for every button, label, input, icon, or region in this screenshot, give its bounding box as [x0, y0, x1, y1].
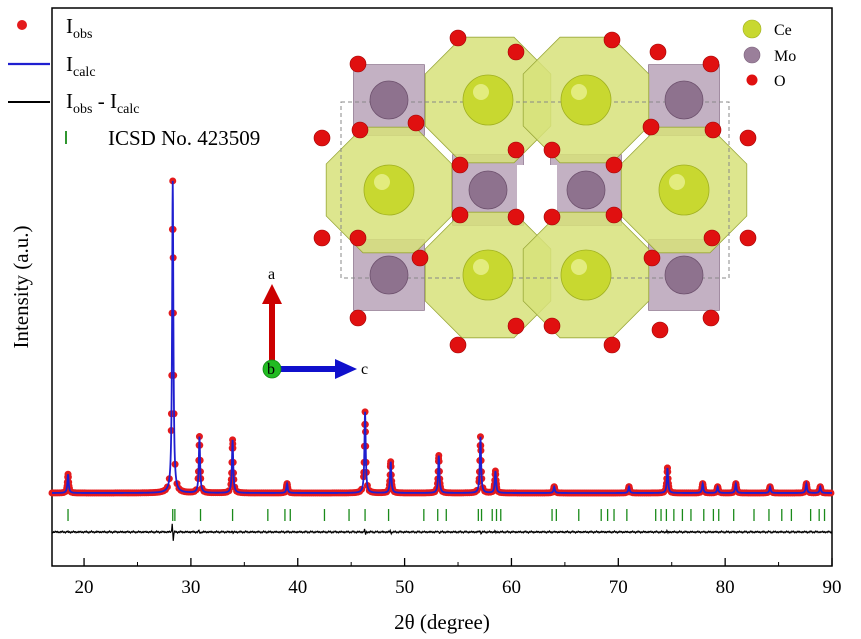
ce-atom	[560, 74, 612, 126]
axis-a-arrowhead	[262, 284, 282, 304]
x-axis-title: 2θ (degree)	[394, 610, 490, 634]
x-tick-label: 70	[609, 577, 628, 598]
o-atom	[543, 208, 561, 226]
calc-line	[52, 180, 832, 494]
o-atom	[739, 129, 757, 147]
o-atom	[449, 29, 467, 47]
o-atom	[507, 141, 525, 159]
calculated-series	[52, 180, 832, 494]
legend-mo-atom	[743, 46, 761, 64]
axis-b-label: b	[267, 361, 275, 378]
axis-c-label: c	[361, 361, 368, 378]
ce-atom	[462, 74, 514, 126]
o-atom	[702, 309, 720, 327]
x-tick-label: 50	[395, 577, 414, 598]
legend-o-label: O	[774, 73, 786, 90]
x-tick-label: 20	[75, 577, 94, 598]
o-atom	[603, 31, 621, 49]
ce-atom-highlight	[473, 259, 489, 275]
o-atom	[411, 249, 429, 267]
bragg-tick-series	[67, 509, 826, 521]
o-atom	[543, 317, 561, 335]
o-atom	[407, 114, 425, 132]
o-atom	[349, 229, 367, 247]
legend-ce-atom	[742, 19, 762, 39]
crystal-structure-inset: Ce Mo O a c b	[262, 19, 796, 379]
o-atom	[349, 55, 367, 73]
o-atom	[543, 141, 561, 159]
x-axis: 20 30 40 50 60 70 80 90	[75, 558, 842, 598]
o-atom	[507, 317, 525, 335]
legend-label-icsd: ICSD No. 423509	[108, 126, 260, 150]
legend-label-calc: Icalc	[66, 52, 96, 80]
axis-c-arrowhead	[335, 359, 357, 379]
difference-series	[51, 523, 833, 541]
axis-a-label: a	[268, 266, 275, 283]
ce-atom-highlight	[669, 174, 685, 190]
difference-line	[51, 523, 833, 541]
x-tick-label: 80	[716, 577, 735, 598]
o-atom	[449, 336, 467, 354]
legend-ce-label: Ce	[774, 22, 792, 39]
o-atom	[507, 43, 525, 61]
o-atom	[313, 129, 331, 147]
o-atom	[702, 55, 720, 73]
ce-atom-highlight	[374, 174, 390, 190]
o-atom	[451, 156, 469, 174]
mo-atom	[664, 255, 704, 295]
o-atom	[603, 336, 621, 354]
ce-atom	[462, 249, 514, 301]
legend-marker-obs	[17, 20, 27, 30]
legend-label-diff: Iobs - Icalc	[66, 89, 139, 117]
ce-atom	[363, 164, 415, 216]
mo-atom	[664, 80, 704, 120]
o-atom	[704, 121, 722, 139]
o-atom	[739, 229, 757, 247]
o-atom	[605, 206, 623, 224]
o-atom	[349, 309, 367, 327]
legend-mo-label: Mo	[774, 48, 796, 65]
mo-atom	[468, 170, 508, 210]
o-atom	[313, 229, 331, 247]
o-atom	[642, 118, 660, 136]
x-tick-label: 30	[181, 577, 200, 598]
mo-atom	[566, 170, 606, 210]
o-atom	[703, 229, 721, 247]
atoms	[313, 29, 757, 354]
axis-b-marker	[262, 359, 282, 379]
o-atom	[643, 249, 661, 267]
x-tick-label: 60	[502, 577, 521, 598]
o-atom	[507, 208, 525, 226]
y-axis-title: Intensity (a.u.)	[9, 225, 33, 348]
legend-label-obs: Iobs	[66, 14, 92, 42]
legend-o-atom	[746, 74, 758, 86]
o-atom	[651, 321, 669, 339]
mo-atom	[369, 80, 409, 120]
ce-atom-highlight	[571, 84, 587, 100]
x-tick-label: 90	[823, 577, 842, 598]
legend: Iobs Icalc Iobs - Icalc ICSD No. 423509	[8, 14, 260, 150]
ce-atom-highlight	[571, 259, 587, 275]
unit-cell-outline	[340, 101, 730, 279]
o-atom	[351, 121, 369, 139]
channel-void	[517, 165, 557, 215]
o-atom	[451, 206, 469, 224]
x-tick-label: 40	[288, 577, 307, 598]
mo-atom	[369, 255, 409, 295]
o-atom	[605, 156, 623, 174]
ce-atom	[560, 249, 612, 301]
o-atom	[649, 43, 667, 61]
ce-atom	[658, 164, 710, 216]
plot-frame	[51, 7, 833, 567]
ce-atom-highlight	[473, 84, 489, 100]
